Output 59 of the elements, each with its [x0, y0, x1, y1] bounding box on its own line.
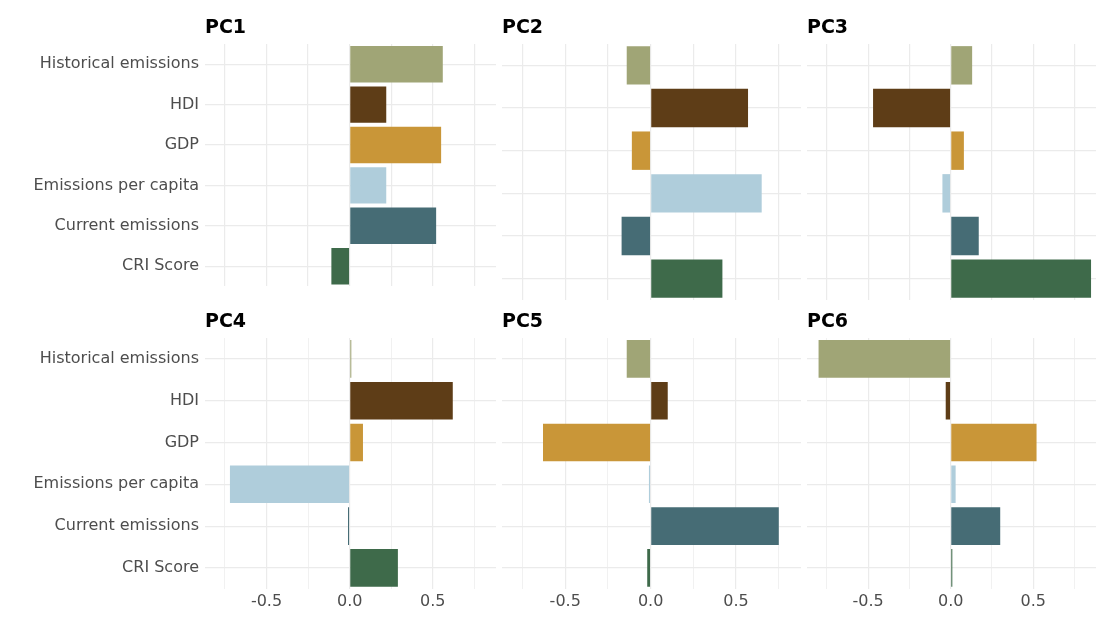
- chart-title: PC2: [502, 15, 544, 38]
- x-tick-label: 0.0: [336, 590, 363, 610]
- bar: [651, 507, 779, 545]
- bar: [951, 423, 1037, 462]
- bar: [873, 88, 951, 128]
- y-tick-label: HDI: [169, 93, 199, 113]
- x-tick-label: 0.5: [1020, 590, 1046, 610]
- y-tick-label: Current emissions: [54, 515, 199, 535]
- bar: [350, 46, 443, 83]
- bar: [647, 549, 651, 587]
- bar: [331, 248, 350, 285]
- bar: [651, 174, 762, 213]
- chart-title: PC3: [807, 15, 849, 38]
- chart-title: PC4: [205, 309, 247, 332]
- y-tick-label: Historical emissions: [39, 53, 199, 73]
- y-tick-label: CRI Score: [122, 255, 199, 275]
- x-tick-label: 0.5: [420, 590, 446, 610]
- x-tick-label: 0.0: [937, 590, 964, 610]
- bar: [951, 259, 1092, 298]
- bar: [651, 88, 749, 128]
- bar: [818, 340, 951, 378]
- bar: [350, 126, 442, 164]
- bar: [543, 423, 651, 462]
- y-tick-label: CRI Score: [122, 557, 199, 577]
- chart-title: PC5: [502, 309, 544, 332]
- bar: [626, 340, 651, 378]
- y-tick-label: Emissions per capita: [33, 473, 199, 493]
- bar: [951, 131, 964, 170]
- bar: [350, 207, 437, 244]
- y-tick-label: Current emissions: [54, 214, 199, 234]
- bar: [626, 46, 651, 85]
- chart-title: PC6: [807, 309, 849, 332]
- y-tick-label: HDI: [169, 389, 199, 409]
- bar: [229, 465, 350, 504]
- bar: [631, 131, 651, 170]
- x-tick-label: 0.5: [723, 590, 749, 610]
- bar: [621, 216, 651, 256]
- bar: [651, 381, 668, 420]
- bar: [651, 259, 723, 298]
- y-tick-label: Historical emissions: [39, 348, 199, 368]
- bar: [350, 381, 453, 420]
- x-tick-label: -0.5: [852, 590, 884, 610]
- y-tick-label: GDP: [164, 431, 200, 451]
- x-tick-label: 0.0: [637, 590, 664, 610]
- x-tick-label: -0.5: [250, 590, 283, 610]
- y-tick-label: Emissions per capita: [33, 174, 199, 194]
- bar: [951, 46, 973, 85]
- chart-title: PC1: [205, 15, 247, 38]
- bar: [951, 216, 979, 256]
- bar: [350, 549, 398, 587]
- bar: [350, 167, 387, 204]
- y-tick-label: GDP: [164, 134, 200, 154]
- x-tick-label: -0.5: [549, 590, 581, 610]
- bar: [942, 174, 951, 213]
- bar: [350, 423, 363, 462]
- bar: [350, 86, 387, 123]
- bar: [945, 381, 951, 420]
- bar: [951, 465, 956, 504]
- bar: [951, 507, 1001, 545]
